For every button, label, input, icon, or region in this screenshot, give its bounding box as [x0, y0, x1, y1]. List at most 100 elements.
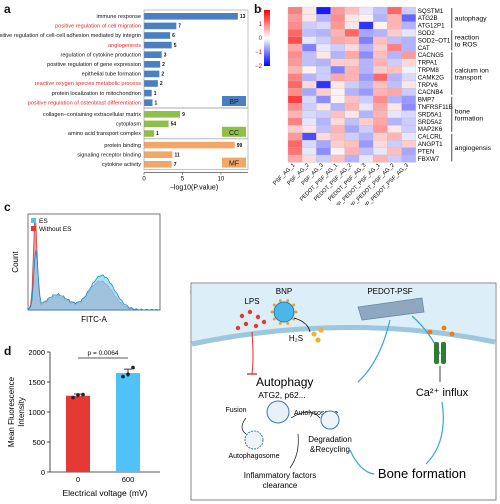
- gene-label: SRD5A1: [418, 111, 443, 118]
- heatmap-cell: [358, 117, 374, 126]
- heatmap-cell: [373, 110, 388, 119]
- heatmap-cell: [387, 6, 402, 15]
- heatmap-cell: [344, 80, 360, 89]
- heatmap-cell: [287, 88, 303, 96]
- y-tick-label: 1000: [28, 408, 45, 417]
- gene-label: TRPV6: [418, 82, 439, 89]
- go-group-name: CC: [229, 130, 239, 137]
- heatmap-cell: [344, 14, 360, 22]
- group-label: reaction: [455, 34, 479, 41]
- heatmap-cell: [316, 125, 331, 133]
- heatmap-cell: [330, 140, 345, 148]
- heatmap-cell: [358, 29, 374, 37]
- gene-label: CACNB4: [418, 89, 444, 96]
- autophagy-to-bone-arrow: [349, 449, 375, 475]
- heatmap-cell: [401, 110, 416, 119]
- go-term-label: cytoplasm: [116, 122, 142, 128]
- heatmap-cell: [316, 132, 331, 141]
- heatmap-cell: [401, 80, 416, 89]
- heatmap-cell: [287, 110, 303, 119]
- heatmap-cell: [387, 43, 402, 52]
- heatmap-cell: [330, 6, 345, 15]
- heatmap-cell: [373, 140, 388, 148]
- heatmap-cell: [373, 14, 388, 22]
- scale-tick-label: −2: [255, 64, 263, 70]
- heatmap-cell: [330, 88, 345, 96]
- heatmap-cell: [330, 95, 345, 104]
- gene-label: PTEN: [418, 148, 435, 155]
- heatmap-cell: [387, 154, 402, 163]
- group-label: formation: [455, 115, 484, 122]
- x-tick-label: 0: [142, 177, 146, 183]
- bar: [116, 373, 140, 472]
- scale-tick-label: 2: [259, 8, 263, 14]
- data-point: [71, 395, 75, 400]
- lps-molecule: [261, 319, 267, 325]
- heatmap-cell: [316, 95, 331, 104]
- go-group-tag: [222, 157, 246, 168]
- heatmap-cell: [401, 43, 416, 52]
- h2s-molecule: [311, 331, 317, 337]
- heatmap-cell: [330, 66, 345, 74]
- heatmap-cell: [387, 88, 402, 96]
- heatmap-cell: [302, 132, 317, 141]
- heatmap-cell: [330, 58, 345, 67]
- heatmap-cell: [316, 14, 331, 22]
- bnp-surface-dot: [272, 303, 276, 307]
- gene-heatmap: SQSTM1ATG2BATG12P1SOD2SOD2−OT1CATCACNG5T…: [255, 6, 492, 205]
- go-term-label: positive regulation of cell-cell adhesio…: [0, 33, 141, 39]
- x-axis-title: Electrical voltage (mV): [62, 488, 147, 498]
- x-tick-label: 10: [218, 177, 225, 183]
- heatmap-cell: [316, 103, 331, 111]
- go-term-label: epithelial tube formation: [82, 72, 141, 78]
- heatmap-cell: [287, 132, 303, 141]
- heatmap-cell: [373, 73, 388, 82]
- heatmap-cell: [358, 51, 374, 59]
- heatmap-cell: [287, 14, 303, 22]
- heatmap-cell: [302, 58, 317, 67]
- go-term-label: protein localization to mitochondrion: [52, 91, 141, 97]
- heatmap-cell: [401, 6, 416, 15]
- heatmap-cell: [344, 88, 360, 96]
- heatmap-cell: [330, 110, 345, 119]
- go-count-label: 7: [178, 24, 181, 30]
- heatmap-cell: [387, 103, 402, 111]
- heatmap-cell: [302, 147, 317, 156]
- heatmap-cell: [358, 125, 374, 133]
- heatmap-cell: [387, 132, 402, 141]
- heatmap-cell: [287, 147, 303, 156]
- gene-label: ATG2B: [418, 15, 438, 22]
- heatmap-cell: [358, 88, 374, 96]
- x-tick-label: 600: [122, 475, 135, 484]
- go-count-label: 13: [240, 14, 246, 20]
- gene-label: ATG12P1: [418, 23, 445, 30]
- heatmap-cell: [344, 43, 360, 52]
- heatmap-cell: [302, 6, 317, 15]
- heatmap-cell: [373, 95, 388, 104]
- heatmap-cell: [401, 36, 416, 45]
- heatmap-cell: [358, 36, 374, 45]
- go-count-label: 2: [161, 72, 164, 78]
- bone-formation-label: Bone formation: [378, 466, 466, 481]
- group-label: autophagy: [455, 16, 487, 23]
- heatmap-cell: [358, 103, 374, 111]
- legend-es-label: ES: [39, 218, 48, 225]
- pedot-label: PEDOT-PSF: [367, 287, 412, 296]
- gene-label: CALCRL: [418, 134, 443, 141]
- go-count-label: 1: [156, 131, 159, 137]
- heatmap-cell: [344, 140, 360, 148]
- go-bar: [144, 70, 160, 78]
- heatmap-cell: [401, 147, 416, 156]
- autophagosome-icon: [244, 430, 264, 450]
- gene-label: MAP2K6: [418, 126, 443, 133]
- group-label: angiogensis: [455, 145, 492, 152]
- go-count-label: 1: [154, 91, 157, 97]
- bnp-surface-dot: [292, 303, 296, 307]
- heatmap-cell: [287, 6, 303, 15]
- heatmap-cell: [302, 103, 317, 111]
- go-count-label: 3: [164, 52, 167, 58]
- heatmap-cell: [287, 51, 303, 59]
- go-term-label: positive regulation of gene expression: [47, 62, 141, 68]
- heatmap-cell: [316, 147, 331, 156]
